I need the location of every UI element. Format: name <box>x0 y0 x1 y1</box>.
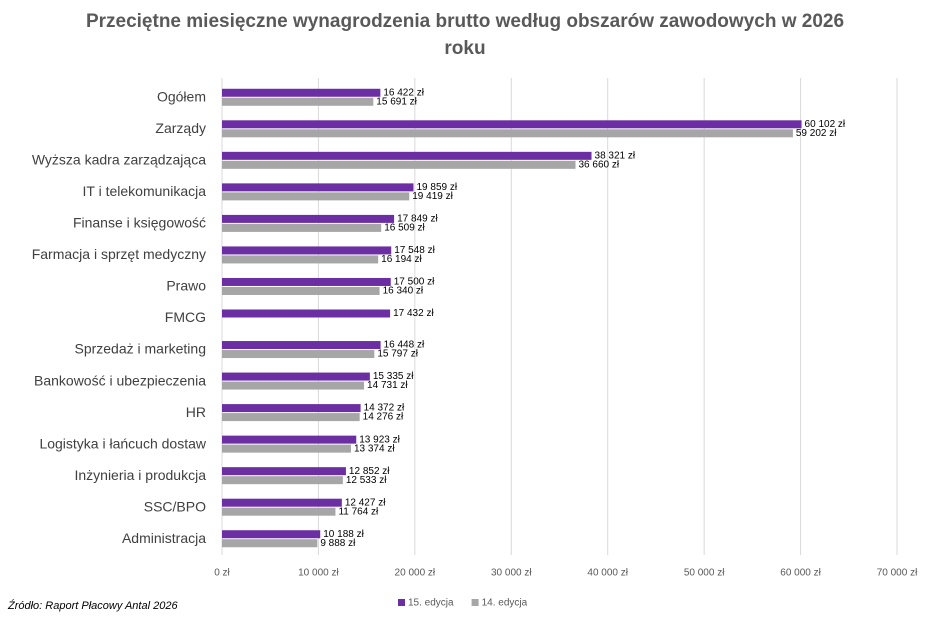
bar <box>222 214 395 223</box>
category-label: Bankowość i ubezpieczenia <box>34 372 206 388</box>
bar <box>222 413 360 422</box>
value-label: 14 372 zł <box>364 403 405 414</box>
value-label: 38 321 zł <box>595 150 636 161</box>
category-label: FMCG <box>165 309 206 325</box>
value-label: 17 432 zł <box>393 308 434 319</box>
value-label: 16 422 zł <box>383 87 424 98</box>
value-label: 17 548 zł <box>394 245 435 256</box>
value-label: 60 102 zł <box>805 119 846 130</box>
category-label: IT i telekomunikacja <box>83 183 207 199</box>
bar <box>222 277 391 286</box>
category-label: Prawo <box>166 278 206 294</box>
bar <box>222 183 414 192</box>
value-label: 14 276 zł <box>363 412 404 423</box>
value-label: 19 419 zł <box>412 191 453 202</box>
x-tick-label: 30 000 zł <box>491 568 532 579</box>
x-tick-label: 60 000 zł <box>780 568 821 579</box>
bar <box>222 120 802 129</box>
x-tick-label: 0 zł <box>214 568 230 579</box>
source: Źródło: Raport Płacowy Antal 2026 <box>7 599 178 612</box>
x-tick-label: 50 000 zł <box>684 568 725 579</box>
legend-label: 15. edycja <box>408 598 454 609</box>
bar <box>222 372 370 381</box>
bar <box>222 476 343 485</box>
bar <box>222 255 379 264</box>
value-label: 9 888 zł <box>320 538 356 549</box>
bar <box>222 530 321 539</box>
category-label: Administracja <box>122 530 206 546</box>
category-label: HR <box>186 404 206 420</box>
category-label: Ogółem <box>157 88 206 104</box>
value-label: 12 533 zł <box>346 475 387 486</box>
bar <box>222 467 346 476</box>
value-label: 16 340 zł <box>383 286 424 297</box>
x-tick-label: 70 000 zł <box>877 568 918 579</box>
bar <box>222 381 365 390</box>
category-label: SSC/BPO <box>144 498 206 514</box>
value-label: 16 509 zł <box>384 223 425 234</box>
bar <box>222 97 374 106</box>
bar <box>222 444 351 453</box>
value-label: 17 849 zł <box>397 214 438 225</box>
category-label: Finanse i księgowość <box>73 215 206 231</box>
bar <box>222 498 342 507</box>
bar <box>222 435 357 444</box>
value-label: 11 764 zł <box>338 506 379 517</box>
bar <box>222 341 381 350</box>
value-label: 59 202 zł <box>796 128 837 139</box>
x-tick-label: 20 000 zł <box>395 568 436 579</box>
x-tick-label: 40 000 zł <box>587 568 628 579</box>
value-label: 14 731 zł <box>367 380 408 391</box>
bar <box>222 88 381 97</box>
category-label: Zarządy <box>155 120 206 136</box>
value-label: 10 188 zł <box>323 529 364 540</box>
value-label: 12 427 zł <box>345 497 386 508</box>
bar <box>222 129 793 138</box>
value-label: 16 448 zł <box>384 340 425 351</box>
value-label: 12 852 zł <box>349 466 390 477</box>
chart-title: Przeciętne miesięczne wynagrodzenia brut… <box>85 11 845 59</box>
category-label: Wyższa kadra zarządzająca <box>32 152 206 168</box>
category-label: Inżynieria i produkcja <box>74 467 206 483</box>
category-label: Farmacja i sprzęt medyczny <box>32 246 206 262</box>
value-label: 15 691 zł <box>376 96 417 107</box>
value-label: 36 660 zł <box>579 159 620 170</box>
bar <box>222 309 391 318</box>
bar <box>222 286 380 295</box>
bar <box>222 223 382 232</box>
value-label: 13 374 zł <box>354 443 395 454</box>
bar <box>222 192 410 201</box>
bar <box>222 404 361 413</box>
legend-label: 14. edycja <box>482 598 528 609</box>
category-label: Logistyka i łańcuch dostaw <box>39 435 206 451</box>
x-tick-label: 10 000 zł <box>298 568 339 579</box>
bar <box>222 350 375 359</box>
bar <box>222 160 576 169</box>
bar <box>222 539 318 548</box>
value-label: 13 923 zł <box>359 434 400 445</box>
value-label: 15 335 zł <box>373 371 414 382</box>
category-label: Sprzedaż i marketing <box>74 341 206 357</box>
legend-swatch <box>398 599 405 606</box>
value-label: 16 194 zł <box>381 254 422 265</box>
value-label: 15 797 zł <box>377 349 418 360</box>
bar <box>222 507 336 516</box>
bar <box>222 151 592 160</box>
value-label: 19 859 zł <box>416 182 457 193</box>
bar <box>222 246 392 255</box>
value-label: 17 500 zł <box>394 277 435 288</box>
legend-swatch <box>471 599 479 606</box>
